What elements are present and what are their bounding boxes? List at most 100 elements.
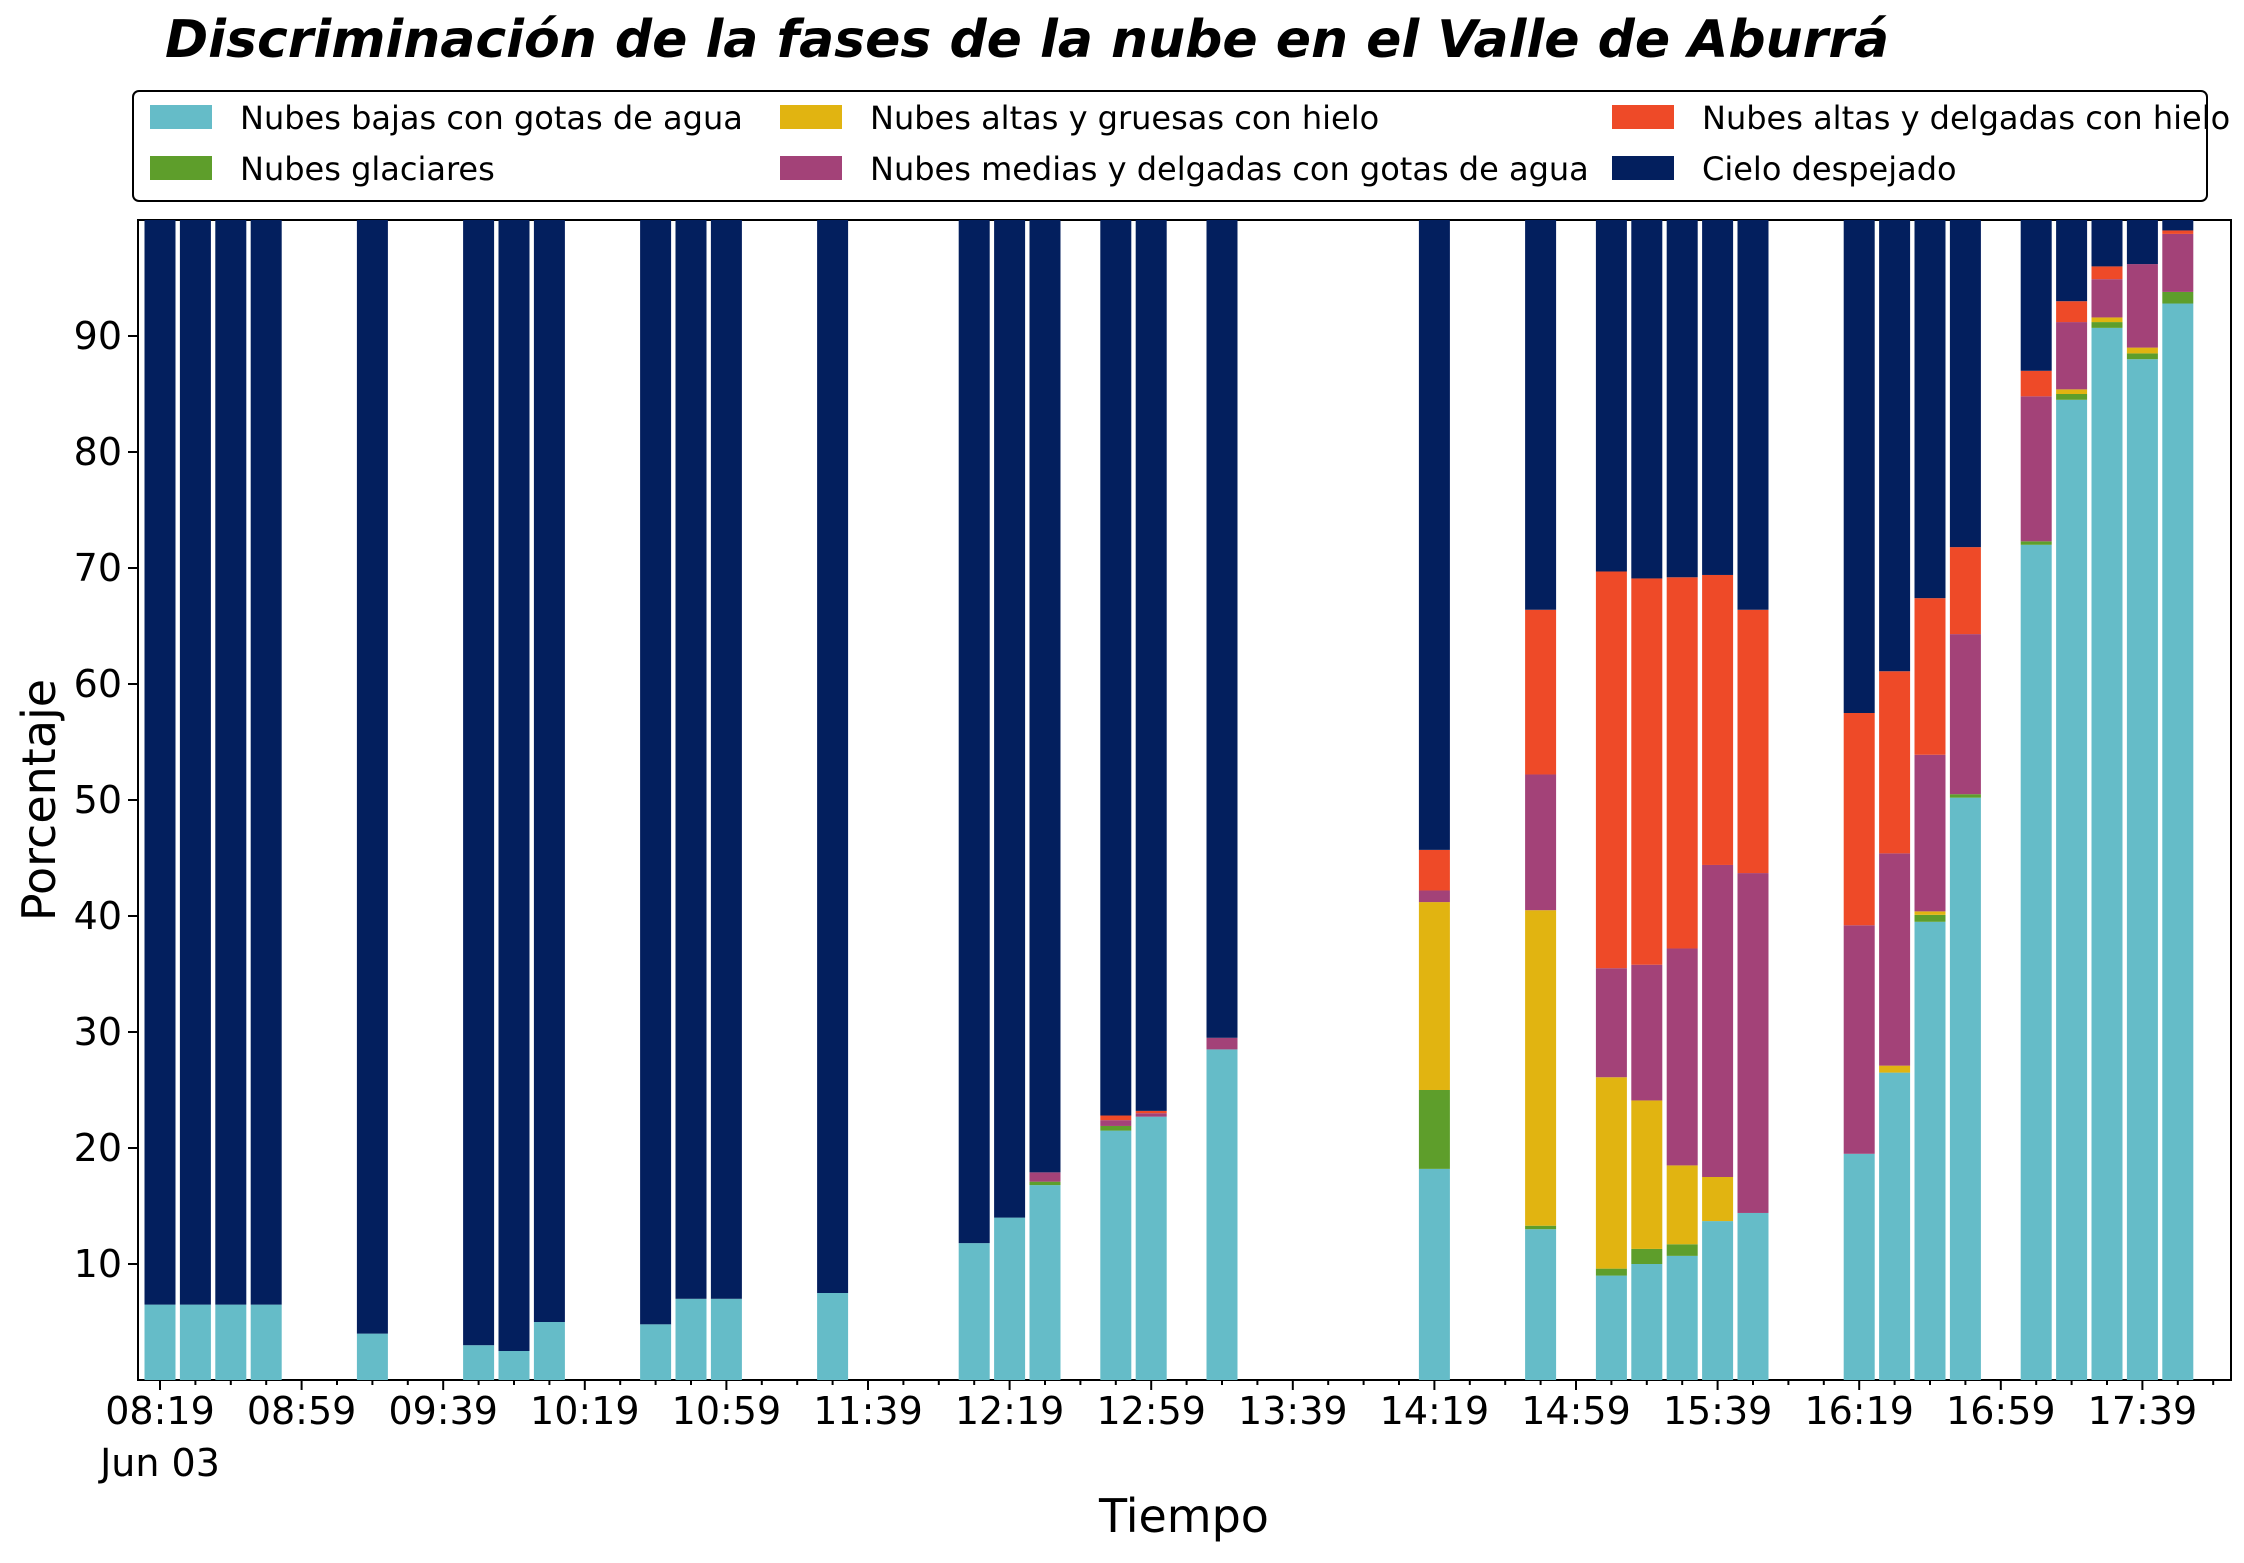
bar-segment <box>1949 634 1981 795</box>
bar-segment <box>1914 220 1946 599</box>
bar-segment <box>994 220 1026 1218</box>
bar-group <box>144 220 2194 1380</box>
x-tick-label: 17:39 <box>2088 1389 2198 1433</box>
x-tick-label: 10:19 <box>530 1389 640 1433</box>
bar-segment <box>463 220 495 1346</box>
bar-segment <box>1029 1185 1061 1380</box>
bar-segment <box>1914 921 1946 1380</box>
bar-segment <box>1914 754 1946 912</box>
bar-segment <box>1702 1177 1734 1222</box>
bar-segment <box>2020 541 2052 545</box>
bar-segment <box>1914 914 1946 922</box>
x-tick-label: 16:19 <box>1804 1389 1914 1433</box>
legend-swatch <box>780 156 842 180</box>
bar-segment <box>1949 220 1981 548</box>
x-tick-label: 10:59 <box>672 1389 782 1433</box>
bar-segment <box>1666 577 1698 949</box>
bar-segment <box>179 220 211 1305</box>
bar-segment <box>1702 574 1734 865</box>
bar-segment <box>2162 233 2194 292</box>
bar-segment <box>1100 1115 1132 1121</box>
bar-segment <box>2091 279 2123 318</box>
bar-segment <box>2056 394 2088 400</box>
legend-label: Nubes altas y gruesas con hielo <box>870 99 1379 137</box>
bar-segment <box>1135 1116 1167 1380</box>
bar-segment <box>1702 1221 1734 1380</box>
bar-segment <box>2162 220 2194 231</box>
bar-segment <box>1206 220 1238 1038</box>
bar-segment <box>179 1304 211 1380</box>
legend-label: Cielo despejado <box>1702 150 1957 188</box>
bar-segment <box>2056 389 2088 394</box>
bar-segment <box>1595 1077 1627 1269</box>
bar-segment <box>1418 849 1450 891</box>
bar-segment <box>1595 968 1627 1078</box>
bar-segment <box>1029 1172 1061 1182</box>
x-tick-label: 15:39 <box>1663 1389 1773 1433</box>
bar-segment <box>1914 911 1946 915</box>
bar-segment <box>1737 220 1769 610</box>
bar-segment <box>1666 220 1698 578</box>
bar-segment <box>533 1322 565 1380</box>
bar-segment <box>1843 220 1875 713</box>
bar-segment <box>2126 264 2158 348</box>
bar-segment <box>1595 1275 1627 1380</box>
bar-segment <box>1631 964 1663 1101</box>
bar-segment <box>1737 609 1769 874</box>
bar-segment <box>2056 301 2088 323</box>
x-tick-label: 16:59 <box>1946 1389 2056 1433</box>
bar-segment <box>356 1333 388 1380</box>
bar-segment <box>1525 220 1557 610</box>
y-tick-label: 70 <box>74 546 122 590</box>
bar-segment <box>675 220 707 1299</box>
bar-segment <box>2126 359 2158 1380</box>
legend-swatch <box>1612 156 1674 180</box>
bar-segment <box>817 220 849 1293</box>
x-tick-label: 08:59 <box>247 1389 357 1433</box>
x-tick-label: 13:39 <box>1238 1389 1348 1433</box>
bar-segment <box>1843 1153 1875 1380</box>
bar-segment <box>1595 571 1627 969</box>
legend-swatch <box>1612 105 1674 129</box>
bar-segment <box>710 220 742 1299</box>
bar-segment <box>1666 1255 1698 1380</box>
bar-segment <box>1525 1229 1557 1380</box>
x-axis: 08:19 08:59 09:39 10:19 10:59 11:39 12:19 12:59… <box>105 1380 2215 1433</box>
legend-swatch <box>780 105 842 129</box>
bar-segment <box>1879 1072 1911 1380</box>
bar-segment <box>1418 890 1450 903</box>
bar-segment <box>356 220 388 1334</box>
y-axis-label: Porcentaje <box>12 679 66 921</box>
legend-label: Nubes altas y delgadas con hielo <box>1702 99 2230 137</box>
legend-label: Nubes medias y delgadas con gotas de agu… <box>870 150 1589 188</box>
bar-segment <box>2091 322 2123 328</box>
bar-segment <box>2126 220 2158 265</box>
x-tick-label: 09:39 <box>388 1389 498 1433</box>
x-tick-label: 11:39 <box>813 1389 923 1433</box>
bar-segment <box>2126 347 2158 354</box>
bar-segment <box>144 220 176 1305</box>
bar-segment <box>144 1304 176 1380</box>
y-tick-label: 40 <box>74 894 122 938</box>
bar-segment <box>1737 873 1769 1213</box>
bar-segment <box>2056 220 2088 302</box>
bar-segment <box>958 1243 990 1380</box>
bar-segment <box>710 1298 742 1380</box>
bar-segment <box>2020 220 2052 371</box>
legend-label: Nubes glaciares <box>240 150 495 188</box>
bar-segment <box>2162 303 2194 1380</box>
bar-segment <box>2020 544 2052 1380</box>
bar-segment <box>1843 713 1875 926</box>
bar-segment <box>1029 1181 1061 1186</box>
bar-segment <box>1525 774 1557 911</box>
bar-segment <box>994 1217 1026 1380</box>
bar-segment <box>1418 1168 1450 1380</box>
bar-segment <box>1100 1120 1132 1126</box>
bar-segment <box>2020 370 2052 397</box>
bar-segment <box>2056 399 2088 1380</box>
bar-segment <box>2056 322 2088 390</box>
bar-segment <box>1666 948 1698 1166</box>
bar-segment <box>1100 220 1132 1116</box>
legend-label: Nubes bajas con gotas de agua <box>240 99 743 137</box>
bar-segment <box>1525 910 1557 1226</box>
